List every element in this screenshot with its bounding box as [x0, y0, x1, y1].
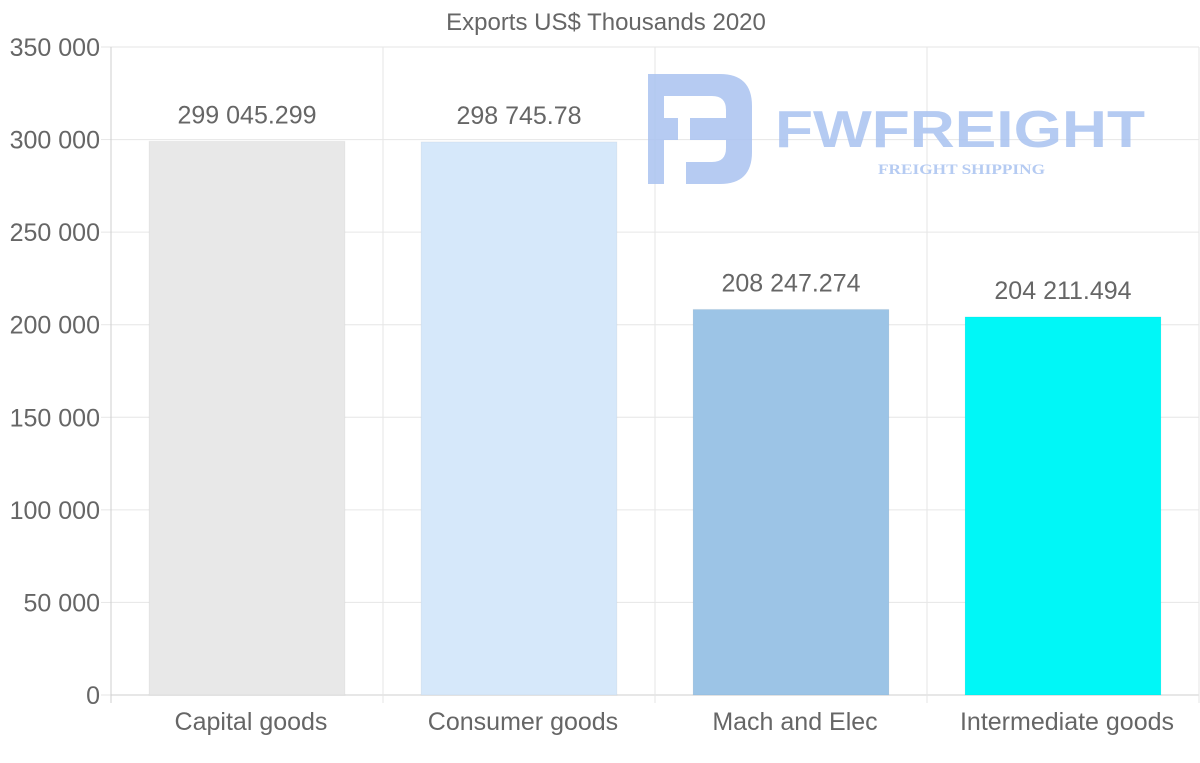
y-tick-label: 100 000: [10, 497, 100, 525]
category-label: Consumer goods: [428, 708, 618, 736]
watermark-logo: FWFREIGHT FREIGHT SHIPPING: [648, 74, 1145, 184]
bar: [964, 316, 1162, 696]
y-tick-label: 250 000: [10, 219, 100, 247]
watermark-brand: FWFREIGHT: [775, 101, 1145, 159]
bar: [420, 141, 618, 696]
y-tick-label: 50 000: [24, 589, 100, 617]
category-label: Capital goods: [175, 708, 328, 736]
bars: [148, 140, 1162, 696]
y-tick-label: 350 000: [10, 34, 100, 62]
category-label: Mach and Elec: [712, 708, 877, 736]
value-label: 298 745.78: [456, 102, 581, 130]
chart-title: Exports US$ Thousands 2020: [446, 9, 766, 36]
y-tick-label: 0: [86, 682, 100, 710]
category-labels: Capital goods Consumer goods Mach and Elec…: [175, 708, 1174, 736]
value-label: 204 211.494: [994, 277, 1131, 305]
y-tick-label: 150 000: [10, 404, 100, 432]
watermark-emblem-icon: [648, 74, 752, 184]
value-label: 208 247.274: [721, 269, 860, 297]
watermark-tagline: FREIGHT SHIPPING: [878, 162, 1045, 178]
y-axis-ticks: 0 50 000 100 000 150 000 200 000 250 000 300 0…: [10, 34, 100, 710]
category-label: Intermediate goods: [960, 708, 1174, 736]
value-labels: 299 045.299 298 745.78 208 247.274 204 211.…: [177, 101, 1131, 305]
y-tick-label: 300 000: [10, 127, 100, 155]
bar: [148, 140, 346, 696]
bar: [692, 308, 890, 696]
y-tick-label: 200 000: [10, 312, 100, 340]
value-label: 299 045.299: [177, 101, 316, 129]
